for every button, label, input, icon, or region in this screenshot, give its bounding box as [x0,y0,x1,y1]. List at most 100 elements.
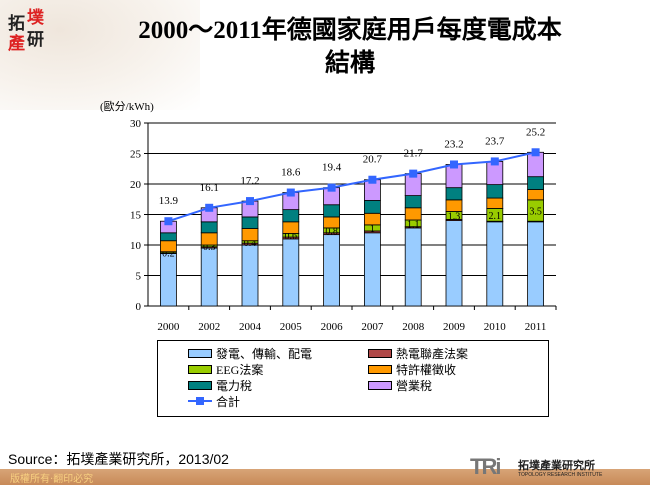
y-tick-label: 15 [130,210,142,222]
bar-segment [527,176,544,190]
data-label-eeg: 3.5 [529,207,542,218]
total-line [168,151,536,223]
legend-item: EEG法案 [188,361,263,377]
total-marker [409,169,418,178]
data-label-eeg: 2.1 [489,211,502,222]
bar-segment [200,247,218,307]
total-marker [205,203,214,212]
brand-mark: TRi [470,454,501,479]
bar-segment [363,200,381,214]
legend-item: 電力稅 [188,377,252,393]
legend-item: 營業稅 [368,377,432,393]
bar-segment [404,207,422,221]
bar-segment [486,221,504,307]
bar-segment [323,216,341,229]
bar-segment [445,199,463,212]
bar-segment [527,221,544,307]
x-tick-label: 2008 [402,321,425,333]
logo: 拓墣 產研 [8,8,44,54]
y-tick-label: 20 [130,179,142,191]
copyright-text: 版權所有‧翻印必究 [10,474,94,485]
bar-segment [200,221,218,234]
bar-segment [323,234,341,307]
legend-label: 合計 [216,394,241,409]
total-label: 25.2 [526,126,545,138]
total-label: 21.7 [404,148,424,160]
bar-segment [159,253,177,307]
legend: 發電、傳輸、配電 熱電聯產法案 EEG法案 特許權徵收電力稅 營業稅合計 [157,340,549,417]
y-tick-label: 0 [136,301,142,313]
data-label-eeg: 1 [370,224,375,235]
bar-segment [323,204,341,218]
bar-segment [200,232,218,246]
total-label: 23.2 [444,138,463,150]
bar-segment [363,232,381,307]
total-marker [286,188,295,197]
legend-line-swatch [188,397,212,405]
x-tick-label: 2010 [484,321,507,333]
total-label: 17.2 [240,175,259,187]
total-label: 16.1 [200,182,219,194]
total-label: 13.9 [159,195,179,207]
y-tick-label: 25 [130,149,142,161]
bar-segment [241,228,259,242]
bar-segment [159,240,177,253]
bar-segment [486,197,504,209]
x-tick-label: 2007 [361,321,384,333]
bar-segment [527,189,544,201]
brand-name-en: TOPOLOGY RESEARCH INSTITUTE [518,472,603,478]
legend-label: EEG法案 [216,362,264,377]
stacked-bar-chart: (歐分/kWh) 0 5 10 15 20 25 30 2000 0.2 2002 0.3 2004 0.… [100,99,557,333]
x-tick-label: 2006 [321,321,344,333]
bar-segment [241,216,259,229]
data-label-eeg: 0.4 [244,238,257,249]
legend-swatch [188,348,212,358]
background-map [0,0,200,110]
bar-segment [445,220,463,307]
bar-segment [363,212,381,226]
legend-swatch [188,364,212,374]
y-tick-label: 5 [136,271,142,283]
bar-segment [159,232,177,242]
legend-swatch [368,380,392,390]
bar-segment [282,221,300,234]
x-tick-label: 2004 [239,321,262,333]
legend-label: 特許權徵收 [396,362,457,377]
x-tick-label: 2000 [157,321,180,333]
data-label-eeg: 1.3 [448,211,461,222]
title-line-2: 結構 [324,50,375,77]
total-marker [531,148,540,157]
total-marker [490,157,499,166]
x-tick-label: 2002 [198,321,220,333]
total-label: 23.7 [485,135,505,147]
brand-logo: TRi 拓墣產業研究所 TOPOLOGY RESEARCH INSTITUTE [470,454,602,480]
data-label-eeg: 0.2 [162,248,175,259]
total-marker [164,217,173,226]
bar-segment [282,209,300,223]
total-label: 19.4 [322,162,342,174]
bar-segment [241,244,259,307]
x-tick-label: 2005 [280,321,303,333]
data-label-eeg: 0.6 [285,231,298,242]
bar-segment [486,184,504,199]
legend-label: 營業稅 [396,378,433,393]
legend-swatch [368,364,392,374]
y-tick-label: 30 [130,118,142,130]
title-line-1: 2000～2011年德國家庭用戶每度電成本 [138,17,562,44]
footer-bar [0,469,650,485]
legend-item: 特許權徵收 [368,361,456,377]
brand-name: 拓墣產業研究所 [518,459,595,472]
total-marker [450,160,458,169]
legend-item: 發電、傳輸、配電 [188,345,312,361]
legend-item: 熱電聯產法案 [368,345,468,361]
source-text: Source：拓墣產業研究所，2013/02 [8,451,229,467]
total-label: 20.7 [363,154,383,166]
total-marker [327,183,336,192]
total-marker [368,175,377,184]
x-tick-label: 2009 [443,321,466,333]
total-marker [246,197,254,206]
bar-segment [404,195,422,209]
legend-label: 發電、傳輸、配電 [216,346,313,361]
bar-segment [445,187,463,201]
legend-swatch [188,380,212,390]
